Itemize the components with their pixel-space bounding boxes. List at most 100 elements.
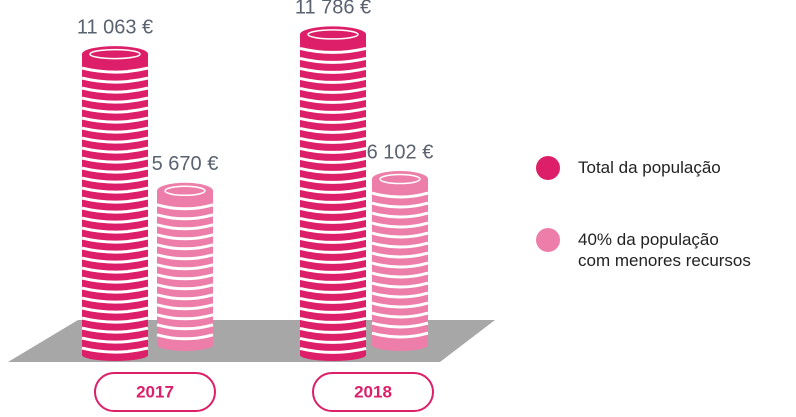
coin-edge [371, 191, 429, 199]
coin-edge [299, 56, 367, 64]
coin-edge [299, 216, 367, 224]
coin-edge [371, 251, 429, 259]
legend-swatch [536, 156, 560, 180]
coin-stack [299, 26, 367, 361]
coin-edge [81, 216, 149, 224]
coin-edge [156, 213, 214, 221]
coin-edge [299, 96, 367, 104]
coin-edge [299, 326, 367, 334]
coin-edge [81, 106, 149, 114]
legend-swatch [536, 228, 560, 252]
coin-edge [299, 76, 367, 84]
coin-face [379, 173, 421, 185]
coin-edge [299, 156, 367, 164]
coin-edge [299, 316, 367, 324]
coin-edge [299, 116, 367, 124]
coin-edge [81, 316, 149, 324]
coin-edge [156, 293, 214, 301]
coin-edge [371, 211, 429, 219]
coin-edge [156, 273, 214, 281]
coin-edge [156, 323, 214, 331]
coin-edge [81, 246, 149, 254]
coin-edge [299, 46, 367, 54]
coin-edge [299, 266, 367, 274]
coin-edge [371, 331, 429, 339]
coin-top [157, 182, 213, 199]
coin-edge [371, 301, 429, 309]
coin-edge [371, 311, 429, 319]
coin-edge [371, 291, 429, 299]
coin-bottom [372, 339, 428, 351]
data-label: 11 786 € [295, 0, 371, 19]
coin-edge [299, 256, 367, 264]
coin-face [307, 29, 359, 40]
coin-edge [81, 196, 149, 204]
coin-edge [299, 186, 367, 194]
coin-edge [81, 296, 149, 304]
coin-edge [156, 333, 214, 341]
coin-edge [371, 281, 429, 289]
legend-label: Total da população [578, 158, 721, 177]
coin-edge [299, 296, 367, 304]
coin-stack [371, 171, 429, 351]
coin-edge [81, 206, 149, 214]
coin-edge [81, 306, 149, 314]
coin-face [164, 185, 206, 197]
coin-edge [156, 233, 214, 241]
coin-edge [81, 286, 149, 294]
coin-edge [299, 346, 367, 354]
coin-edge [299, 236, 367, 244]
coin-edge [299, 276, 367, 284]
coin-top [300, 26, 366, 43]
coin-edge [81, 276, 149, 284]
coin-edge [299, 226, 367, 234]
coin-edge [299, 336, 367, 344]
coin-edge [371, 321, 429, 329]
coin-edge [81, 166, 149, 174]
coin-edge [371, 201, 429, 209]
coin-edge [371, 241, 429, 249]
year-pill [312, 372, 434, 412]
coin-edge [81, 146, 149, 154]
coin-edge [156, 223, 214, 231]
coin-edge [371, 221, 429, 229]
data-label: 11 063 € [77, 16, 153, 38]
coin-face [89, 48, 141, 60]
coin-edge [299, 106, 367, 114]
data-label: 6 102 € [367, 141, 434, 163]
coin-edge [81, 336, 149, 344]
coin-bottom [157, 339, 213, 351]
coin-edge [81, 326, 149, 334]
coin-top [82, 46, 148, 63]
coin-edge [299, 286, 367, 294]
coin-edge [81, 266, 149, 274]
coin-edge [81, 136, 149, 144]
coin-edge [299, 86, 367, 94]
coin-edge [299, 246, 367, 254]
coin-edge [81, 86, 149, 94]
coin-edge [81, 226, 149, 234]
coin-edge [299, 136, 367, 144]
coin-edge [299, 196, 367, 204]
coin-edge [156, 303, 214, 311]
coin-stack [81, 46, 149, 361]
coin-edge [156, 313, 214, 321]
coin-edge [81, 186, 149, 194]
coin-edge [299, 176, 367, 184]
x-tick-label: 2017 [136, 382, 174, 401]
coin-edge [81, 156, 149, 164]
coin-edge [299, 126, 367, 134]
coin-edge [299, 306, 367, 314]
year-pill [94, 372, 216, 412]
coin-edge [81, 66, 149, 74]
coin-edge [299, 66, 367, 74]
coin-edge [81, 346, 149, 354]
coin-edge [371, 231, 429, 239]
coin-edge [299, 146, 367, 154]
coin-edge [299, 206, 367, 214]
coin-edge [156, 283, 214, 291]
coin-edge [81, 126, 149, 134]
coin-edge [156, 203, 214, 211]
